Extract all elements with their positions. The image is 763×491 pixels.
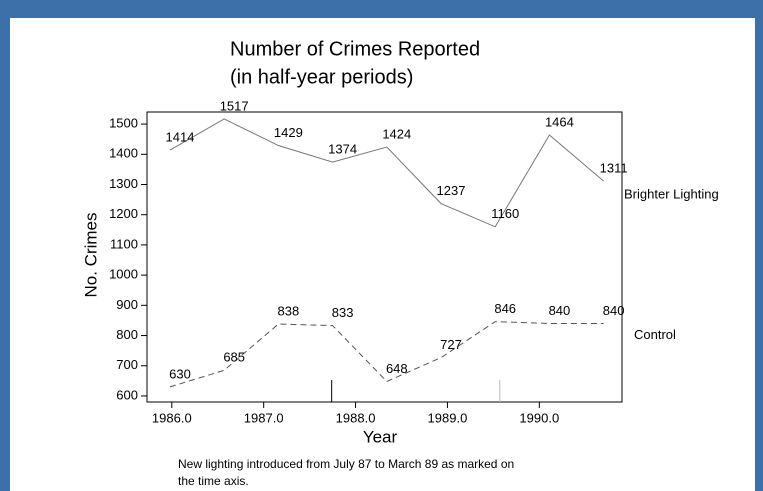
data-label: 1414 [166,130,195,145]
y-tick-label: 1300 [109,176,138,191]
y-tick-label: 900 [116,297,138,312]
data-label: 1464 [545,114,574,129]
slide-left-bar [0,0,10,491]
data-label: 630 [169,366,191,381]
x-tick-label: 1988.0 [336,410,376,425]
y-tick-label: 600 [116,387,138,402]
data-label: 840 [549,303,571,318]
data-label: 1429 [274,125,303,140]
x-tick-label: 1986.0 [152,410,192,425]
data-label: 840 [603,303,625,318]
data-label: 685 [223,350,245,365]
data-label: 838 [278,304,300,319]
data-label: 1517 [220,98,249,113]
series-label: Control [634,327,676,342]
data-label: 1160 [491,206,519,221]
series-line [169,321,604,388]
footnote: the time axis. [178,474,249,488]
series-label: Brighter Lighting [624,187,719,202]
data-label: 648 [386,361,408,376]
data-label: 1424 [382,126,411,141]
footnote: New lighting introduced from July 87 to … [178,457,514,471]
data-label: 1374 [328,142,357,157]
chart-subtitle: (in half-year periods) [230,66,413,88]
data-label: 1237 [437,183,466,198]
slide-right-bar [755,0,763,491]
y-tick-label: 800 [116,327,138,342]
y-tick-label: 1500 [109,116,138,131]
data-label: 833 [332,305,354,320]
plot-frame [146,111,623,403]
x-tick-label: 1990.0 [519,410,559,425]
slide-header-bar [0,0,763,18]
chart-title: Number of Crimes Reported [230,38,480,60]
y-tick-label: 1100 [110,236,138,251]
data-label: 1311 [600,161,628,176]
x-axis-label: Year [363,427,398,446]
y-tick-label: 700 [116,357,138,372]
series-line [169,118,604,228]
x-tick-label: 1987.0 [244,410,284,425]
data-label: 727 [440,337,462,352]
y-tick-label: 1400 [109,146,138,161]
data-label: 846 [494,301,516,316]
y-tick-label: 1000 [109,267,138,282]
y-axis-label: No. Crimes [81,212,100,297]
x-tick-label: 1989.0 [428,410,468,425]
y-tick-label: 1200 [109,206,138,221]
